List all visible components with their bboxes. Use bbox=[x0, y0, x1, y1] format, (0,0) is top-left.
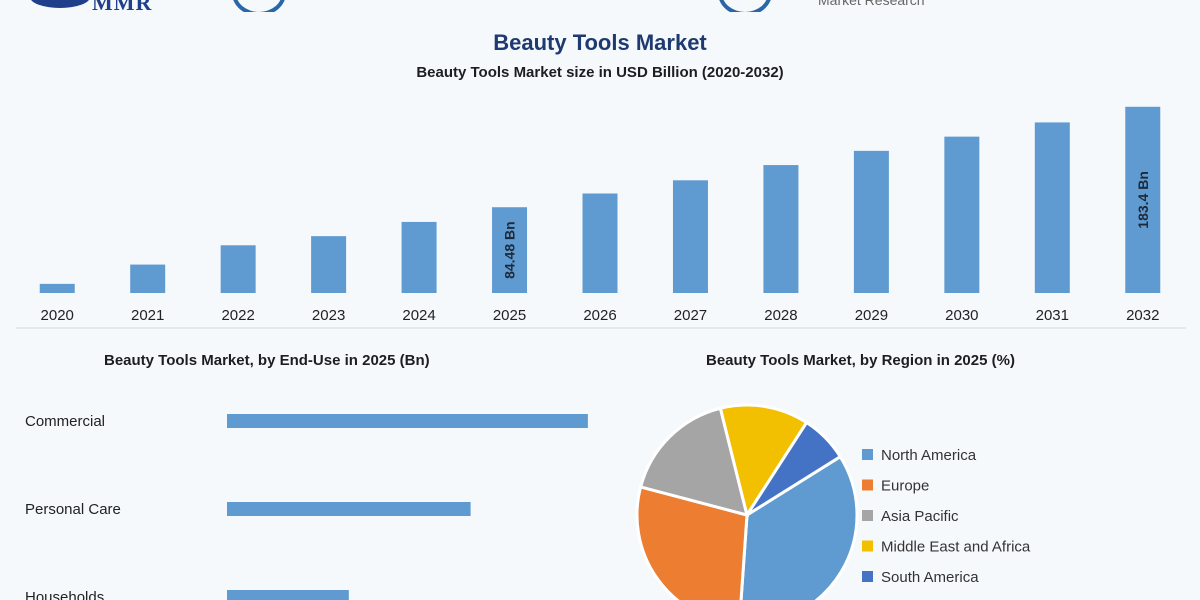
x-tick-2021: 2021 bbox=[131, 307, 164, 324]
hbar-label-personal-care: Personal Care bbox=[25, 501, 121, 518]
legend-label-south-america: South America bbox=[881, 569, 979, 586]
region-pie-chart: North America Europe Asia Pacific Middle Ea… bbox=[635, 403, 1031, 600]
hbar-label-households: Households bbox=[25, 589, 104, 600]
x-tick-2028: 2028 bbox=[764, 307, 797, 324]
data-label-2025: 84.48 Bn bbox=[502, 221, 518, 279]
data-label-2032: 183.4 Bn bbox=[1135, 171, 1151, 229]
bar-chart-title: Beauty Tools Market size in USD Billion … bbox=[416, 64, 784, 81]
x-tick-2029: 2029 bbox=[855, 307, 888, 324]
bar-2027 bbox=[672, 180, 708, 293]
pie-slice-north-america bbox=[739, 454, 859, 600]
bar-2025 bbox=[492, 207, 528, 293]
hbar-label-commercial: Commercial bbox=[25, 413, 105, 430]
legend-swatch-north-america bbox=[862, 449, 873, 460]
tagline: Market Research bbox=[818, 0, 925, 8]
bar-2031 bbox=[1034, 122, 1070, 294]
x-tick-2027: 2027 bbox=[674, 307, 707, 324]
region-chart-title: Beauty Tools Market, by Region in 2025 (… bbox=[706, 352, 1015, 369]
bar-2029 bbox=[853, 150, 889, 293]
brand-strip: MMR Market Research bbox=[0, 0, 1200, 12]
legend-swatch-europe bbox=[862, 479, 873, 491]
legend-swatch-middle-east-and-africa bbox=[862, 540, 873, 552]
legend-swatch-south-america bbox=[862, 571, 873, 582]
x-tick-2024: 2024 bbox=[402, 307, 435, 324]
x-tick-2032: 2032 bbox=[1126, 307, 1159, 324]
bar-2026 bbox=[582, 193, 618, 293]
hbar-personal-care bbox=[227, 502, 471, 516]
hbar-households bbox=[227, 590, 349, 600]
x-tick-2030: 2030 bbox=[945, 307, 978, 324]
legend-label-asia-pacific: Asia Pacific bbox=[881, 508, 959, 525]
x-tick-2022: 2022 bbox=[221, 307, 254, 324]
logo-icon bbox=[30, 0, 90, 8]
legend-swatch-asia-pacific bbox=[862, 510, 873, 521]
main-title: Beauty Tools Market bbox=[493, 30, 707, 55]
pie-slice-asia-pacific bbox=[638, 406, 750, 518]
bar-2022 bbox=[220, 245, 256, 293]
bar-2028 bbox=[763, 165, 799, 293]
bar-2020 bbox=[39, 283, 75, 293]
x-tick-2026: 2026 bbox=[583, 307, 616, 324]
bar-2021 bbox=[130, 264, 166, 293]
x-tick-2020: 2020 bbox=[41, 307, 74, 324]
hbar-commercial bbox=[227, 414, 588, 428]
pie-slice-europe bbox=[635, 485, 749, 600]
legend-label-north-america: North America bbox=[881, 447, 977, 464]
x-tick-2025: 2025 bbox=[493, 307, 526, 324]
end-use-bar-chart: Commercial Personal Care Households bbox=[25, 413, 588, 600]
x-tick-2031: 2031 bbox=[1036, 307, 1069, 324]
bar-2024 bbox=[401, 221, 437, 293]
logo-text: MMR bbox=[92, 0, 152, 12]
pie-slice-south-america bbox=[745, 420, 843, 517]
bar-2030 bbox=[944, 136, 980, 293]
bar-2032 bbox=[1125, 106, 1161, 293]
bar-2023 bbox=[311, 236, 347, 293]
legend-label-europe: Europe bbox=[881, 478, 929, 495]
x-tick-2023: 2023 bbox=[312, 307, 345, 324]
legend-label-middle-east-and-africa: Middle East and Africa bbox=[881, 539, 1031, 556]
pie-slice-middle-east-and-africa bbox=[718, 403, 809, 519]
end-use-chart-title: Beauty Tools Market, by End-Use in 2025 … bbox=[104, 352, 430, 369]
market-size-bar-chart: 2020 2021 2022 2023 2024 2025 84.48 Bn 2026 2027… bbox=[16, 106, 1186, 329]
